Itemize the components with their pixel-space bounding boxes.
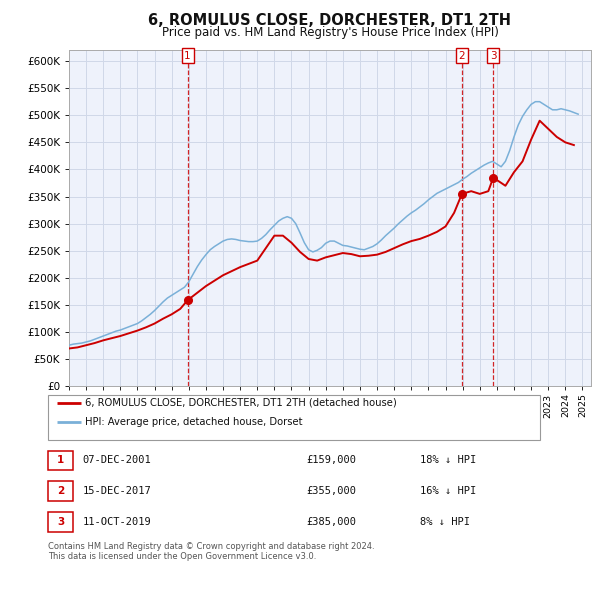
Text: 1: 1 xyxy=(184,51,191,61)
Text: 15-DEC-2017: 15-DEC-2017 xyxy=(83,486,152,496)
Text: 6, ROMULUS CLOSE, DORCHESTER, DT1 2TH (detached house): 6, ROMULUS CLOSE, DORCHESTER, DT1 2TH (d… xyxy=(85,398,397,408)
Text: 1: 1 xyxy=(57,455,64,466)
Text: 2: 2 xyxy=(57,486,64,496)
Text: 2: 2 xyxy=(458,51,465,61)
Text: HPI: Average price, detached house, Dorset: HPI: Average price, detached house, Dors… xyxy=(85,418,303,427)
Text: Price paid vs. HM Land Registry's House Price Index (HPI): Price paid vs. HM Land Registry's House … xyxy=(161,26,499,39)
Text: 11-OCT-2019: 11-OCT-2019 xyxy=(83,517,152,527)
Text: £355,000: £355,000 xyxy=(306,486,356,496)
Text: 8% ↓ HPI: 8% ↓ HPI xyxy=(420,517,470,527)
Text: Contains HM Land Registry data © Crown copyright and database right 2024.
This d: Contains HM Land Registry data © Crown c… xyxy=(48,542,374,561)
Text: 6, ROMULUS CLOSE, DORCHESTER, DT1 2TH: 6, ROMULUS CLOSE, DORCHESTER, DT1 2TH xyxy=(149,13,511,28)
Text: £159,000: £159,000 xyxy=(306,455,356,466)
Text: 3: 3 xyxy=(57,517,64,527)
Text: 18% ↓ HPI: 18% ↓ HPI xyxy=(420,455,476,466)
Text: 07-DEC-2001: 07-DEC-2001 xyxy=(83,455,152,466)
Text: 16% ↓ HPI: 16% ↓ HPI xyxy=(420,486,476,496)
Text: 3: 3 xyxy=(490,51,497,61)
Text: £385,000: £385,000 xyxy=(306,517,356,527)
